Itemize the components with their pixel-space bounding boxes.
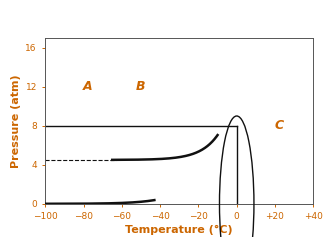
Text: Phase Diagram: Phase Diagram bbox=[132, 19, 226, 29]
Y-axis label: Pressure (atm): Pressure (atm) bbox=[11, 74, 21, 168]
X-axis label: Temperature (°C): Temperature (°C) bbox=[125, 225, 233, 235]
Text: A: A bbox=[83, 80, 92, 93]
Text: C: C bbox=[274, 119, 283, 132]
Text: B: B bbox=[136, 80, 146, 93]
